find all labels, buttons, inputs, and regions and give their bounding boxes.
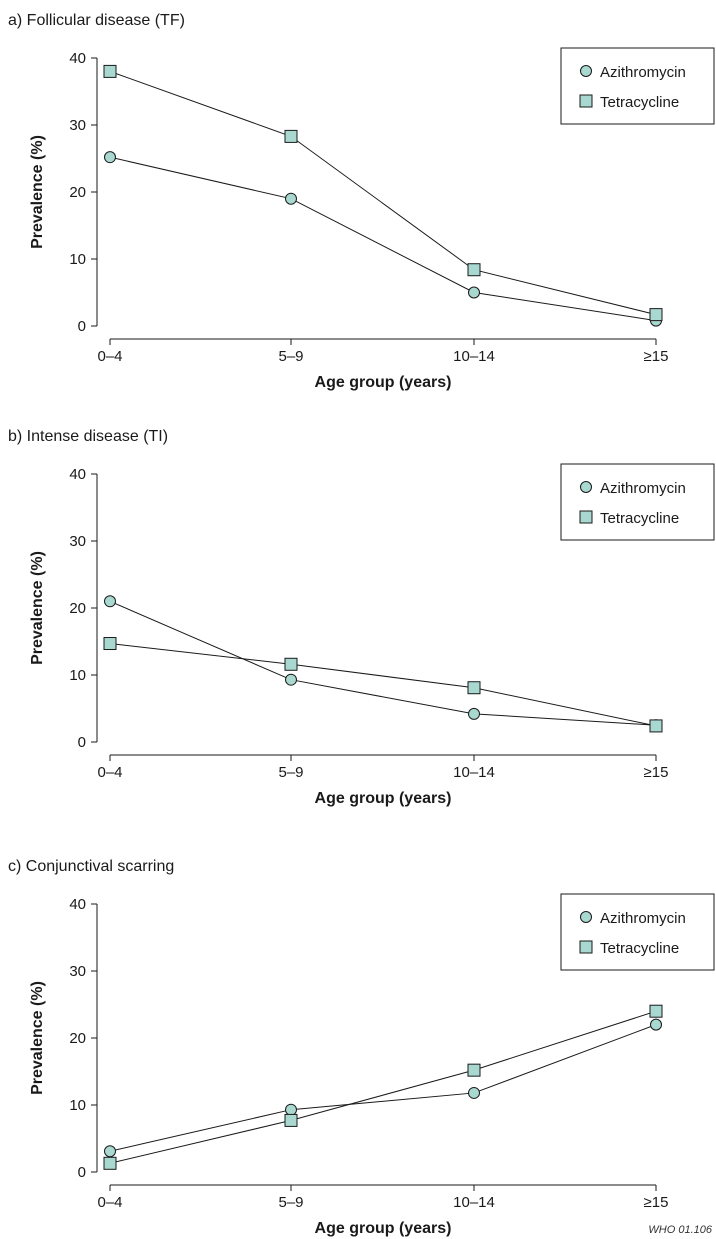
- panel-1-point-tetracycline: [103, 64, 117, 78]
- panel-1-y-tick-label: 0: [78, 318, 86, 335]
- panel-1-x-tick-label: 10–14: [453, 348, 495, 365]
- panel-2-point-azithromycin: [285, 673, 297, 686]
- panel-3-x-tick-label: 10–14: [453, 1194, 495, 1211]
- panel-1-line-azithromycin: [109, 156, 657, 322]
- panel-3-point-azithromycin: [468, 1086, 480, 1099]
- panel-2-x-tick-label: 5–9: [278, 764, 303, 781]
- panel-1-x-tick-label: 5–9: [278, 348, 303, 365]
- panel-2-title: b) Intense disease (TI): [8, 428, 168, 445]
- panel-1-legend-label-tetracycline: Tetracycline: [600, 94, 679, 111]
- panel-2-legend-label-azithromycin: Azithromycin: [600, 480, 686, 497]
- panel-1-legend-marker-azithromycin: [580, 65, 592, 77]
- panel-2-legend: Azithromycin Tetracycline: [560, 463, 715, 541]
- panel-2-point-azithromycin: [468, 707, 480, 720]
- panel-3-point-tetracycline: [103, 1156, 117, 1170]
- panel-1-x-axis-title: Age group (years): [315, 374, 452, 391]
- panel-3-point-tetracycline: [467, 1063, 481, 1077]
- panel-1-y-tick-label: 20: [69, 184, 86, 201]
- panel-1: a) Follicular disease (TF) 0 10 20 30 40 0–4 5–…: [8, 12, 715, 391]
- panel-3-x-tick-label: ≥15: [644, 1194, 669, 1211]
- panel-2-y-axis-title: Prevalence (%): [29, 551, 46, 665]
- panel-3-legend-label-azithromycin: Azithromycin: [600, 910, 686, 927]
- panel-1-point-tetracycline: [467, 263, 481, 277]
- panel-1-legend-marker-tetracycline: [579, 94, 593, 108]
- panel-2-y-tick-label: 0: [78, 734, 86, 751]
- panel-2-legend-marker-azithromycin: [580, 481, 592, 493]
- panel-3-legend: Azithromycin Tetracycline: [560, 893, 715, 971]
- panel-3: c) Conjunctival scarring 0 10 20 30 40 0–4 5–9 1…: [8, 858, 715, 1237]
- panel-2-y-tick-label: 20: [69, 600, 86, 617]
- panel-1-point-azithromycin: [104, 151, 116, 164]
- panel-2-x-tick-label: ≥15: [644, 764, 669, 781]
- panel-3-y-axis-title: Prevalence (%): [29, 981, 46, 1095]
- panel-2-point-tetracycline: [103, 637, 117, 651]
- panel-3-point-tetracycline: [649, 1004, 663, 1018]
- panel-3-point-tetracycline: [284, 1113, 298, 1127]
- panel-2-point-tetracycline: [284, 657, 298, 671]
- panel-3-x-tick-label: 0–4: [97, 1194, 122, 1211]
- panel-3-y-tick-label: 10: [69, 1097, 86, 1114]
- panel-2-x-axis-title: Age group (years): [315, 790, 452, 807]
- panel-2-x-tick-label: 10–14: [453, 764, 495, 781]
- panel-1-title: a) Follicular disease (TF): [8, 12, 185, 29]
- panel-1-y-axis-title: Prevalence (%): [29, 135, 46, 249]
- panel-1-y-tick-label: 30: [69, 117, 86, 134]
- figure-credit: WHO 01.106: [648, 1224, 712, 1236]
- panel-2-line-tetracycline: [109, 643, 657, 727]
- panel-3-line-azithromycin: [109, 1024, 657, 1152]
- panel-1-y-tick-label: 40: [69, 50, 86, 67]
- panel-1-legend-box: [560, 47, 715, 125]
- panel-3-point-azithromycin: [650, 1018, 662, 1031]
- panel-1-x-tick-label: 0–4: [97, 348, 122, 365]
- panel-2-point-tetracycline: [649, 719, 663, 733]
- panel-3-legend-label-tetracycline: Tetracycline: [600, 940, 679, 957]
- panel-3-x-axis-title: Age group (years): [315, 1220, 452, 1237]
- panel-2-line-azithromycin: [109, 600, 657, 726]
- panel-1-point-tetracycline: [649, 308, 663, 322]
- panel-2-legend-marker-tetracycline: [579, 510, 593, 524]
- panel-1-legend-label-azithromycin: Azithromycin: [600, 64, 686, 81]
- panel-2-y-tick-label: 10: [69, 667, 86, 684]
- panel-3-y-tick-label: 0: [78, 1164, 86, 1181]
- panel-3-legend-marker-tetracycline: [579, 940, 593, 954]
- panel-1-x-tick-label: ≥15: [644, 348, 669, 365]
- panel-1-point-azithromycin: [285, 192, 297, 205]
- panel-3-line-tetracycline: [109, 1010, 657, 1164]
- panel-3-y-tick-label: 30: [69, 963, 86, 980]
- panel-2-y-tick-label: 30: [69, 533, 86, 550]
- panel-3-point-azithromycin: [285, 1103, 297, 1116]
- panel-2-point-tetracycline: [467, 681, 481, 695]
- panel-2-x-tick-label: 0–4: [97, 764, 122, 781]
- panel-1-y-tick-label: 10: [69, 251, 86, 268]
- panel-3-y-tick-label: 20: [69, 1030, 86, 1047]
- panel-2-legend-box: [560, 463, 715, 541]
- panel-3-title: c) Conjunctival scarring: [8, 858, 174, 875]
- panel-1-point-azithromycin: [468, 286, 480, 299]
- panel-1-legend: Azithromycin Tetracycline: [560, 47, 715, 125]
- panel-1-point-tetracycline: [284, 129, 298, 143]
- panel-3-point-azithromycin: [104, 1145, 116, 1158]
- panel-2-point-azithromycin: [104, 595, 116, 608]
- panel-1-line-tetracycline: [109, 70, 657, 316]
- panel-3-legend-box: [560, 893, 715, 971]
- panel-3-x-tick-label: 5–9: [278, 1194, 303, 1211]
- panel-2: b) Intense disease (TI) 0 10 20 30 40 0–4 5–9 10…: [8, 428, 715, 807]
- panel-3-y-tick-label: 40: [69, 896, 86, 913]
- panel-3-legend-marker-azithromycin: [580, 911, 592, 923]
- panel-2-y-tick-label: 40: [69, 466, 86, 483]
- panel-2-legend-label-tetracycline: Tetracycline: [600, 510, 679, 527]
